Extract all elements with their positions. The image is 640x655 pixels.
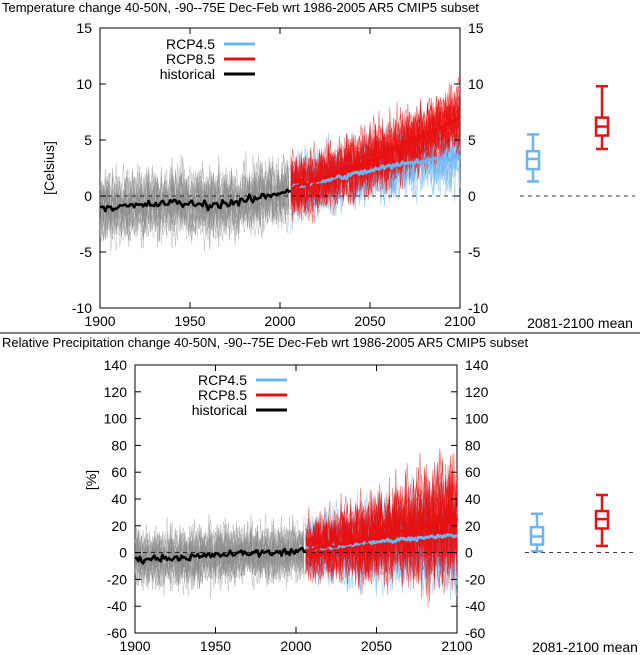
rcp45-mean-line	[305, 533, 458, 553]
y-tick-label: 80	[111, 437, 127, 453]
x-tick-label: 2100	[444, 313, 475, 329]
legend-label: RCP8.5	[166, 51, 215, 67]
y-tick-label: 15	[76, 20, 92, 36]
x-tick-label: 2000	[264, 313, 295, 329]
x-tick-label: 1900	[119, 638, 150, 654]
y-tick-label-right: 100	[465, 411, 489, 427]
y-tick-label-right: 10	[468, 76, 484, 92]
precipitation-panel: Relative Precipitation change 40-50N, -9…	[2, 335, 638, 655]
y-tick-label-right: 60	[465, 464, 481, 480]
rcp85-member-line	[290, 93, 461, 216]
y-tick-label: 60	[111, 464, 127, 480]
y-tick-label: 10	[76, 76, 92, 92]
rcp45-box	[525, 133, 541, 183]
y-tick-label: -20	[107, 571, 127, 587]
y-tick-label-right: 20	[465, 518, 481, 534]
x-tick-label: 1950	[200, 638, 231, 654]
y-tick-label-right: 120	[465, 384, 489, 400]
x-tick-label: 1950	[174, 313, 205, 329]
legend-label: historical	[192, 402, 247, 418]
rcp85-member-line	[290, 96, 461, 210]
y-tick-label: 40	[111, 491, 127, 507]
precipitation-box-summary	[525, 493, 635, 553]
temperature-title: Temperature change 40-50N, -90--75E Dec-…	[2, 0, 479, 15]
precipitation-summary-label: 2081-2100 mean	[532, 639, 638, 655]
rcp45-box	[529, 512, 545, 553]
y-tick-label-right: -40	[465, 598, 485, 614]
legend-label: RCP4.5	[198, 372, 247, 388]
historical-member-line	[134, 523, 305, 596]
temperature-y-axis-label: [Celsius]	[41, 141, 57, 195]
y-tick-label: -10	[72, 300, 92, 316]
temperature-axis-ticks: 1900 1950 2000 2050 2100-10 -10-5 -50 05 510 1015…	[72, 20, 489, 329]
legend-label: RCP8.5	[198, 387, 247, 403]
x-tick-label: 2050	[354, 313, 385, 329]
y-tick-label-right: 140	[465, 357, 489, 373]
x-tick-label: 2000	[280, 638, 311, 654]
x-tick-label: 2050	[361, 638, 392, 654]
y-tick-label-right: -20	[465, 571, 485, 587]
y-tick-label-right: 0	[468, 188, 476, 204]
y-tick-label-right: 80	[465, 437, 481, 453]
rcp85-mean-line	[305, 517, 459, 553]
y-tick-label-right: -60	[465, 625, 485, 641]
y-tick-label-right: 5	[468, 132, 476, 148]
y-tick-label: 0	[119, 545, 127, 561]
x-tick-label: 1900	[84, 313, 115, 329]
rcp85-member-line	[290, 84, 461, 204]
y-tick-label: 5	[84, 132, 92, 148]
precipitation-title: Relative Precipitation change 40-50N, -9…	[2, 335, 528, 350]
historical-member-line	[99, 167, 290, 241]
temperature-summary-label: 2081-2100 mean	[527, 315, 633, 331]
y-tick-label: -60	[107, 625, 127, 641]
y-tick-label-right: 15	[468, 20, 484, 36]
y-tick-label: 120	[104, 384, 128, 400]
y-tick-label: 20	[111, 518, 127, 534]
y-tick-label: 100	[104, 411, 128, 427]
y-tick-label-right: -10	[468, 300, 488, 316]
historical-mean-line	[134, 546, 307, 565]
temperature-ensemble-lines	[99, 76, 461, 252]
precipitation-y-axis-label: [%]	[83, 470, 99, 490]
legend-label: RCP4.5	[166, 36, 215, 52]
rcp85-box	[594, 493, 610, 548]
temperature-panel: Temperature change 40-50N, -90--75E Dec-…	[2, 0, 635, 331]
x-tick-label: 2100	[441, 638, 472, 654]
y-tick-label: 140	[104, 357, 128, 373]
rcp85-mean-line	[290, 115, 462, 191]
y-tick-label: -5	[80, 244, 93, 260]
temperature-series	[99, 115, 462, 213]
y-tick-label: -40	[107, 598, 127, 614]
temperature-box-summary	[520, 84, 635, 197]
precipitation-axis-ticks: 1900 1950 2000 2050 2100-60 -60-40 -40-20 -200 0…	[104, 357, 489, 654]
historical-member-line	[99, 166, 290, 240]
y-tick-label-right: -5	[468, 244, 481, 260]
historical-mean-line	[99, 188, 292, 213]
rcp85-box	[594, 84, 610, 151]
y-tick-label-right: 0	[465, 545, 473, 561]
legend-label: historical	[160, 66, 215, 82]
y-tick-label: 0	[84, 188, 92, 204]
y-tick-label-right: 40	[465, 491, 481, 507]
precipitation-series	[134, 517, 459, 565]
